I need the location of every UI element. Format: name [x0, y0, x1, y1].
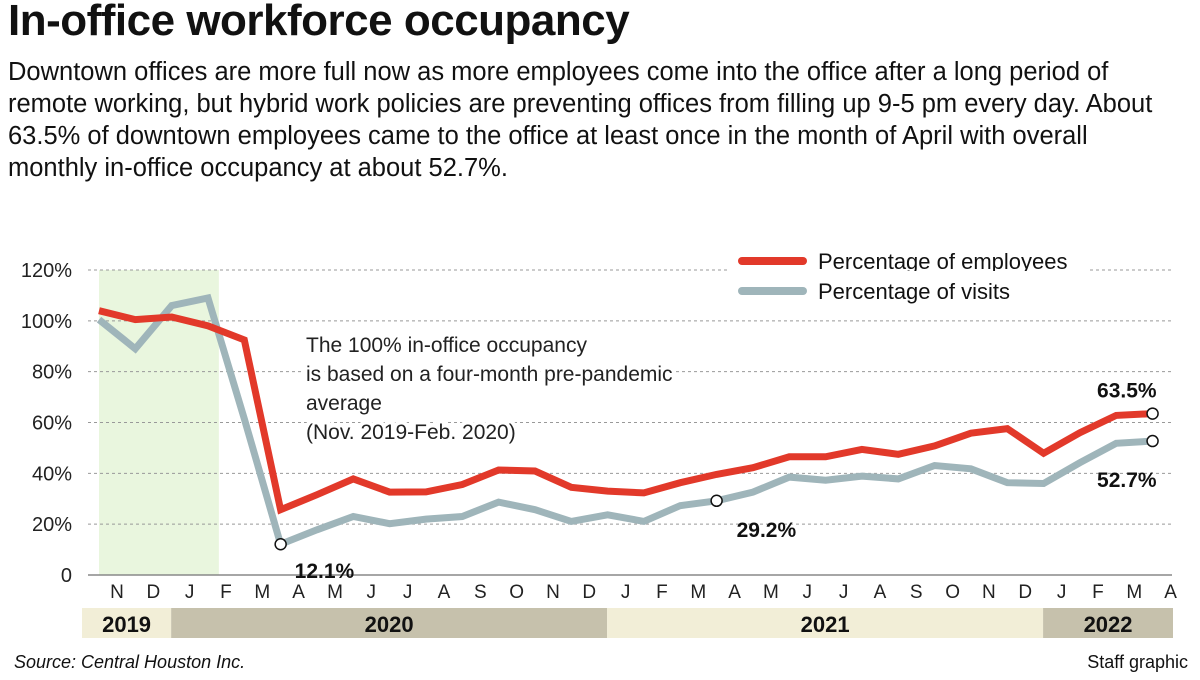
- x-tick-label: M: [690, 582, 706, 603]
- legend-label: Percentage of employees: [818, 249, 1068, 274]
- x-tick-label: J: [1057, 582, 1067, 603]
- y-tick-label: 40%: [32, 463, 72, 485]
- x-tick-label: J: [367, 582, 377, 603]
- year-label: 2021: [801, 612, 850, 637]
- x-tick-label: A: [1164, 582, 1177, 603]
- year-band: [171, 608, 608, 638]
- data-point-marker: [710, 494, 723, 508]
- data-point-marker: [1146, 407, 1159, 420]
- year-label: 2020: [365, 612, 414, 637]
- annotation-line: is based on a four-month pre-pandemic: [306, 363, 673, 386]
- x-tick-label: A: [874, 582, 887, 603]
- data-point-marker: [1146, 434, 1159, 448]
- y-tick-label: 60%: [32, 413, 72, 435]
- y-tick-label: 0: [61, 565, 72, 587]
- x-tick-label: S: [910, 582, 923, 603]
- annotation-line: average: [306, 392, 382, 415]
- y-tick-label: 80%: [32, 362, 72, 384]
- x-tick-label: D: [146, 582, 160, 603]
- x-tick-label: D: [1018, 582, 1032, 603]
- credit-note: Staff graphic: [1087, 652, 1188, 672]
- year-band: [82, 608, 172, 638]
- year-label: 2019: [102, 612, 151, 637]
- x-tick-label: M: [1126, 582, 1142, 603]
- source-note: Source: Central Houston Inc.: [14, 652, 246, 672]
- x-tick-label: O: [509, 582, 524, 603]
- x-tick-label: F: [220, 582, 232, 603]
- annotation-line: The 100% in-office occupancy: [306, 334, 587, 357]
- annotation-line: (Nov. 2019-Feb. 2020): [306, 421, 516, 444]
- y-tick-label: 100%: [21, 311, 72, 333]
- series-line-employees: [98, 307, 1153, 515]
- x-tick-label: M: [254, 582, 270, 603]
- data-label: 29.2%: [737, 519, 797, 542]
- year-band: [1043, 608, 1173, 638]
- x-tick-label: N: [110, 582, 124, 603]
- chart-title: In-office workforce occupancy: [8, 0, 630, 45]
- data-label: 52.7%: [1097, 469, 1157, 492]
- x-tick-label: A: [438, 582, 451, 603]
- x-tick-label: N: [546, 582, 560, 603]
- year-band: [607, 608, 1044, 638]
- x-tick-label: D: [582, 582, 596, 603]
- x-tick-label: J: [185, 582, 195, 603]
- x-tick-label: O: [945, 582, 960, 603]
- y-tick-label: 20%: [32, 514, 72, 536]
- x-tick-label: J: [839, 582, 849, 603]
- x-tick-label: M: [327, 582, 343, 603]
- data-label: 63.5%: [1097, 380, 1157, 403]
- x-tick-label: F: [1092, 582, 1104, 603]
- x-tick-label: S: [474, 582, 487, 603]
- year-label: 2022: [1084, 612, 1133, 637]
- x-tick-label: N: [982, 582, 996, 603]
- x-tick-label: J: [621, 582, 631, 603]
- legend-label: Percentage of visits: [818, 279, 1010, 304]
- chart-subtitle: Downtown offices are more full now as mo…: [8, 58, 1153, 182]
- y-tick-label: 120%: [21, 260, 72, 282]
- x-tick-label: A: [292, 582, 305, 603]
- x-tick-label: F: [656, 582, 668, 603]
- data-point-marker: [274, 537, 287, 551]
- series-line-visits: [96, 293, 1153, 549]
- x-tick-label: A: [728, 582, 741, 603]
- data-label: 12.1%: [295, 560, 355, 583]
- x-tick-label: J: [403, 582, 413, 603]
- x-tick-label: M: [763, 582, 779, 603]
- x-tick-label: J: [803, 582, 813, 603]
